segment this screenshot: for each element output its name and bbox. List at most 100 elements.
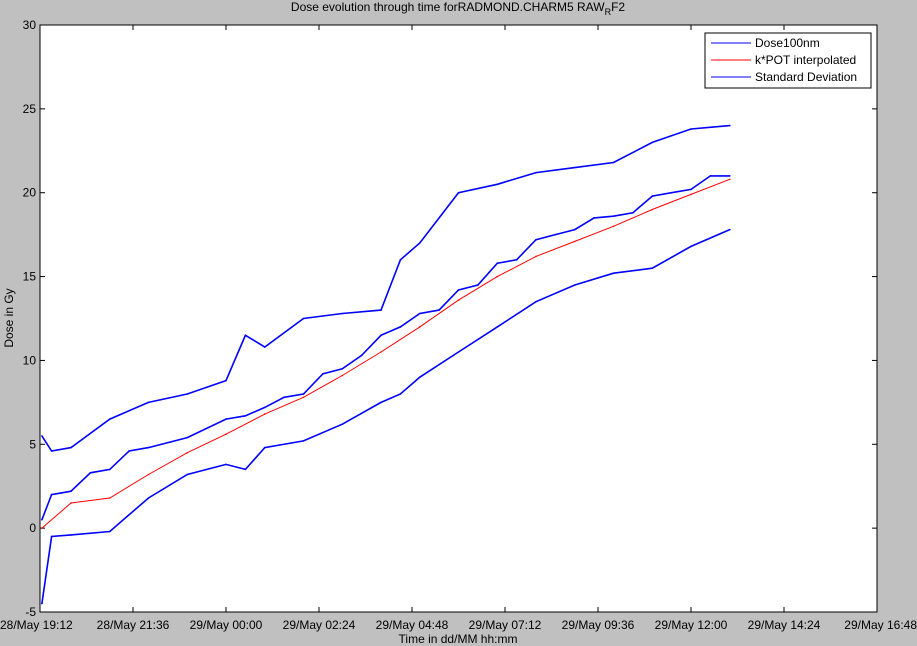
series-2-point-2 [70,446,72,449]
series-0-point-3 [70,490,72,493]
series-1-point-6 [264,413,266,415]
series-1-point-2 [109,497,111,499]
series-2-point-14 [457,191,460,194]
series-1-point-10 [419,326,421,328]
series-3-point-21 [729,228,731,231]
series-3-point-2 [70,534,72,536]
series-0-point-10 [244,415,247,417]
series-0-point-34 [709,175,712,177]
series-line-0 [41,175,730,521]
y-axis-label: Dose in Gy [2,288,16,347]
series-2-point-11 [380,309,382,311]
series-0-point-26 [554,233,557,236]
series-3-point-10 [341,423,344,426]
series-0-point-16 [360,354,363,357]
y-tick-label: 25 [23,102,37,116]
series-0-point-29 [612,215,615,217]
x-axis: 28/May 19:12 28/May 21:36 29/May 00:00 29/M… [0,25,917,632]
series-3-point-6 [225,463,227,466]
series-0-point-20 [438,309,440,311]
series-2-point-15 [496,183,499,186]
series-1-point-3 [147,473,150,476]
series-0-point-6 [128,450,130,452]
series-2-point-6 [225,379,227,382]
x-tick-label: 29/May 12:00 [655,618,728,632]
series-3-point-14 [457,351,460,353]
series-2-point-17 [574,166,576,169]
legend: Dose100nm k*POT interpolated Standard De… [704,32,872,89]
series-0-point-25 [535,238,537,241]
series-0-point-23 [496,262,499,265]
series-0-point-0 [41,519,43,521]
series-1-point-14 [574,240,576,243]
series-3-point-9 [302,440,305,442]
y-tick-label: 20 [23,186,37,200]
series-3-point-13 [419,376,421,379]
series-0-point-9 [225,418,227,420]
series-3-point-18 [612,272,615,275]
series-1-point-15 [612,225,615,228]
series-1-point-1 [70,502,72,504]
series-0-point-18 [399,326,402,328]
series-0-point-5 [109,468,111,471]
series-1-point-12 [496,275,499,278]
series-2-point-16 [535,171,537,174]
series-0-point-8 [186,436,189,439]
series-3-point-0 [41,602,43,605]
series-3-point-8 [264,446,266,449]
series-1-point-11 [457,299,460,301]
series-2-point-18 [612,161,615,164]
plot-area [39,24,878,613]
y-tick-label: 30 [23,18,37,32]
series-3-point-16 [535,300,537,303]
series-0-point-30 [632,212,634,214]
series-0-point-27 [574,228,576,231]
series-1-point-8 [341,374,344,377]
series-2-point-9 [302,317,305,320]
series-0-point-32 [670,191,673,194]
series-1-point-0 [41,527,43,529]
y-tick-label: 15 [23,270,37,284]
series-3-point-3 [109,530,111,533]
series-0-point-4 [89,472,92,474]
series-1-point-5 [225,433,227,436]
y-tick-label: -5 [25,605,36,619]
y-tick-label: 0 [29,521,36,535]
y-axis: -5 0 5 10 15 20 25 30 [23,18,877,619]
x-tick-label: 28/May 19:12 [0,618,73,632]
x-tick-label: 28/May 21:36 [97,618,170,632]
series-2-point-21 [729,124,731,127]
series-3-point-15 [496,326,499,328]
series-0-point-17 [380,334,382,337]
series-2-point-13 [419,242,421,244]
series-2-point-5 [186,393,189,395]
series-2-point-8 [264,346,266,348]
series-0-point-14 [322,373,324,375]
series-0-point-31 [651,195,654,197]
series-0-point-35 [729,175,731,177]
series-0-point-2 [60,492,63,494]
chart-title-suffix: F2 [611,0,625,14]
series-0-point-7 [147,446,150,449]
series-1-point-7 [302,396,305,399]
series-2-point-19 [651,141,654,144]
series-0-point-21 [457,289,460,291]
x-tick-label: 29/May 00:00 [190,618,263,632]
chart-title-subscript: R [605,7,612,17]
x-tick-label: 29/May 16:48 [844,618,917,632]
x-tick-label: 29/May 02:24 [283,618,356,632]
y-tick-label: 5 [29,437,36,451]
series-2-point-1 [50,450,53,452]
series-1-point-18 [729,178,731,181]
series-0-point-22 [477,284,479,286]
series-line-2 [41,124,730,452]
series-0-point-33 [690,188,692,191]
legend-label-dose100nm: Dose100nm [755,36,820,50]
x-tick-label: 29/May 04:48 [376,618,449,632]
chart-title: Dose evolution through time forRADMOND.C… [291,0,625,17]
series-2-point-10 [341,312,344,315]
y-tick-label: 10 [23,353,37,367]
series-2-point-4 [147,401,150,404]
series-1-point-17 [690,193,692,196]
x-axis-label: Time in dd/MM hh:mm [399,632,518,646]
